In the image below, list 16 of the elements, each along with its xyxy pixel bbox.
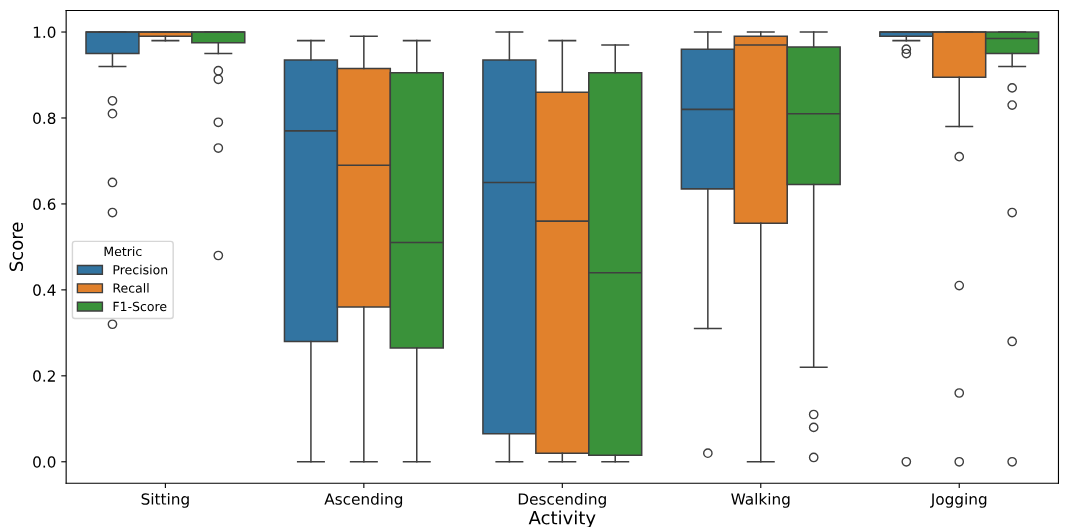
x-tick-label: Walking bbox=[731, 492, 790, 508]
y-tick-label: 1.0 bbox=[33, 26, 56, 39]
legend-title: Metric bbox=[104, 246, 142, 257]
x-tick-label: Jogging bbox=[930, 492, 987, 508]
legend-label: F1-Score bbox=[113, 301, 167, 312]
x-tick-label: Ascending bbox=[324, 492, 403, 508]
y-axis-title: Score bbox=[9, 222, 24, 271]
y-tick-label: 0.2 bbox=[33, 370, 55, 382]
legend-label: Precision bbox=[113, 264, 168, 275]
x-tick-label: Descending bbox=[518, 492, 606, 508]
y-tick-label: 0.8 bbox=[33, 112, 56, 124]
y-tick-label: 0.6 bbox=[33, 198, 56, 210]
legend-label: Recall bbox=[113, 283, 149, 293]
x-tick-label: Sitting bbox=[141, 492, 189, 508]
y-tick-label: 0.0 bbox=[33, 456, 56, 468]
y-tick-label: 0.4 bbox=[33, 284, 56, 296]
